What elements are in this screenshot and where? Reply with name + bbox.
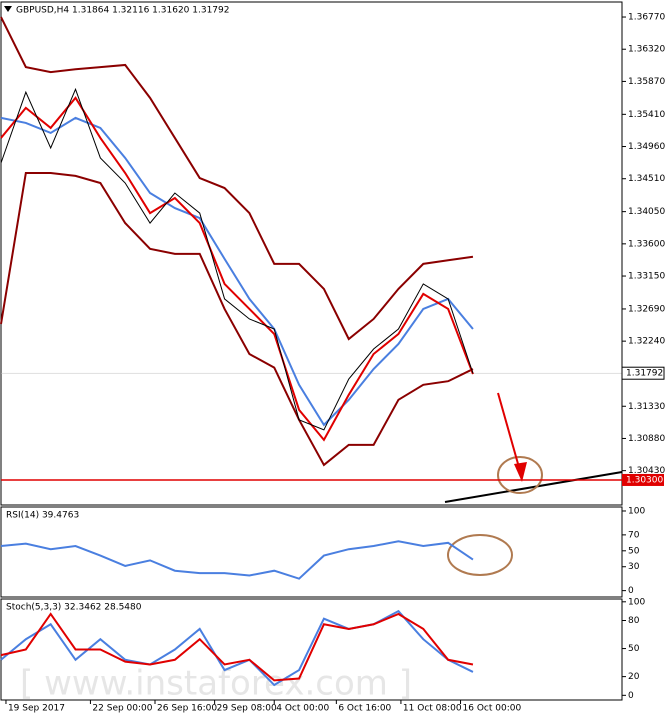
y-tick-label: 1.31330 xyxy=(628,402,665,412)
y-tick-label: 1.33600 xyxy=(628,239,665,249)
y-tick-label: 100 xyxy=(628,597,645,607)
y-tick-label: 1.36770 xyxy=(628,13,665,23)
title-marker xyxy=(4,6,12,12)
x-tick-label: 26 Sep 16:00 xyxy=(157,704,217,714)
watermark: [ www.instaforex.com ] xyxy=(20,664,412,704)
x-tick-label: 29 Sep 08:00 xyxy=(217,704,277,714)
highlight-circle xyxy=(447,534,513,576)
plot-layer: 1.36770 1.36320 1.35870 1.35410 1.34960 1.345… xyxy=(0,13,665,714)
x-tick-label: 22 Sep 00:00 xyxy=(92,704,152,714)
series-line xyxy=(0,609,474,687)
arrow-head xyxy=(514,462,527,482)
y-tick-label: 1.34510 xyxy=(628,174,665,184)
series-line xyxy=(0,96,474,442)
y-tick-label: 0 xyxy=(628,586,634,596)
y-tick-label: 1.30880 xyxy=(628,434,665,444)
y-tick-label: 1.36320 xyxy=(628,45,665,55)
chart-title: GBPUSD,H4 1.31864 1.32116 1.31620 1.3179… xyxy=(16,6,229,16)
x-tick-label: 11 Oct 08:00 xyxy=(403,704,462,714)
y-tick-label: 50 xyxy=(628,644,640,654)
series-line xyxy=(0,16,474,341)
stoch-title: Stoch(5,3,3) 32.3462 28.5480 xyxy=(6,603,142,613)
y-tick-label: 1.32240 xyxy=(628,337,665,347)
series-line xyxy=(0,172,474,467)
series-line xyxy=(0,612,474,682)
series-line xyxy=(0,87,474,431)
x-tick-label: 4 Oct 00:00 xyxy=(276,704,329,714)
last-price-box xyxy=(621,366,665,380)
y-tick-label: 20 xyxy=(628,672,640,682)
x-tick-label: 6 Oct 16:00 xyxy=(338,704,391,714)
rsi-panel-frame xyxy=(0,506,623,598)
level-label-box xyxy=(622,473,664,486)
y-tick-label: 30 xyxy=(628,562,640,572)
series-line xyxy=(0,540,474,580)
level-label: 1.30300 xyxy=(626,475,663,485)
y-tick-label: 1.33150 xyxy=(628,272,665,282)
y-tick-label: 1.35410 xyxy=(628,110,665,120)
y-tick-label: 0 xyxy=(628,691,634,701)
y-tick-label: 1.35870 xyxy=(628,77,665,87)
y-tick-label: 1.32690 xyxy=(628,304,665,314)
y-tick-label: 1.30430 xyxy=(628,466,665,476)
x-tick-label: 19 Sep 2017 xyxy=(8,704,65,714)
highlight-circle xyxy=(497,456,543,494)
main-panel-frame xyxy=(0,1,623,506)
y-tick-label: 70 xyxy=(628,530,640,540)
y-tick-label: 50 xyxy=(628,546,640,556)
stoch-panel-frame xyxy=(0,598,623,701)
y-tick-label: 1.34050 xyxy=(628,207,665,217)
x-tick-label: 16 Oct 00:00 xyxy=(463,704,522,714)
y-tick-label: 1.34960 xyxy=(628,142,665,152)
last-price-label: 1.31792 xyxy=(626,369,663,379)
y-tick-label: 100 xyxy=(628,506,645,516)
rsi-title: RSI(14) 39.4763 xyxy=(6,511,79,521)
trend-line xyxy=(444,471,623,503)
y-tick-label: 80 xyxy=(628,616,640,626)
series-line xyxy=(0,116,474,427)
